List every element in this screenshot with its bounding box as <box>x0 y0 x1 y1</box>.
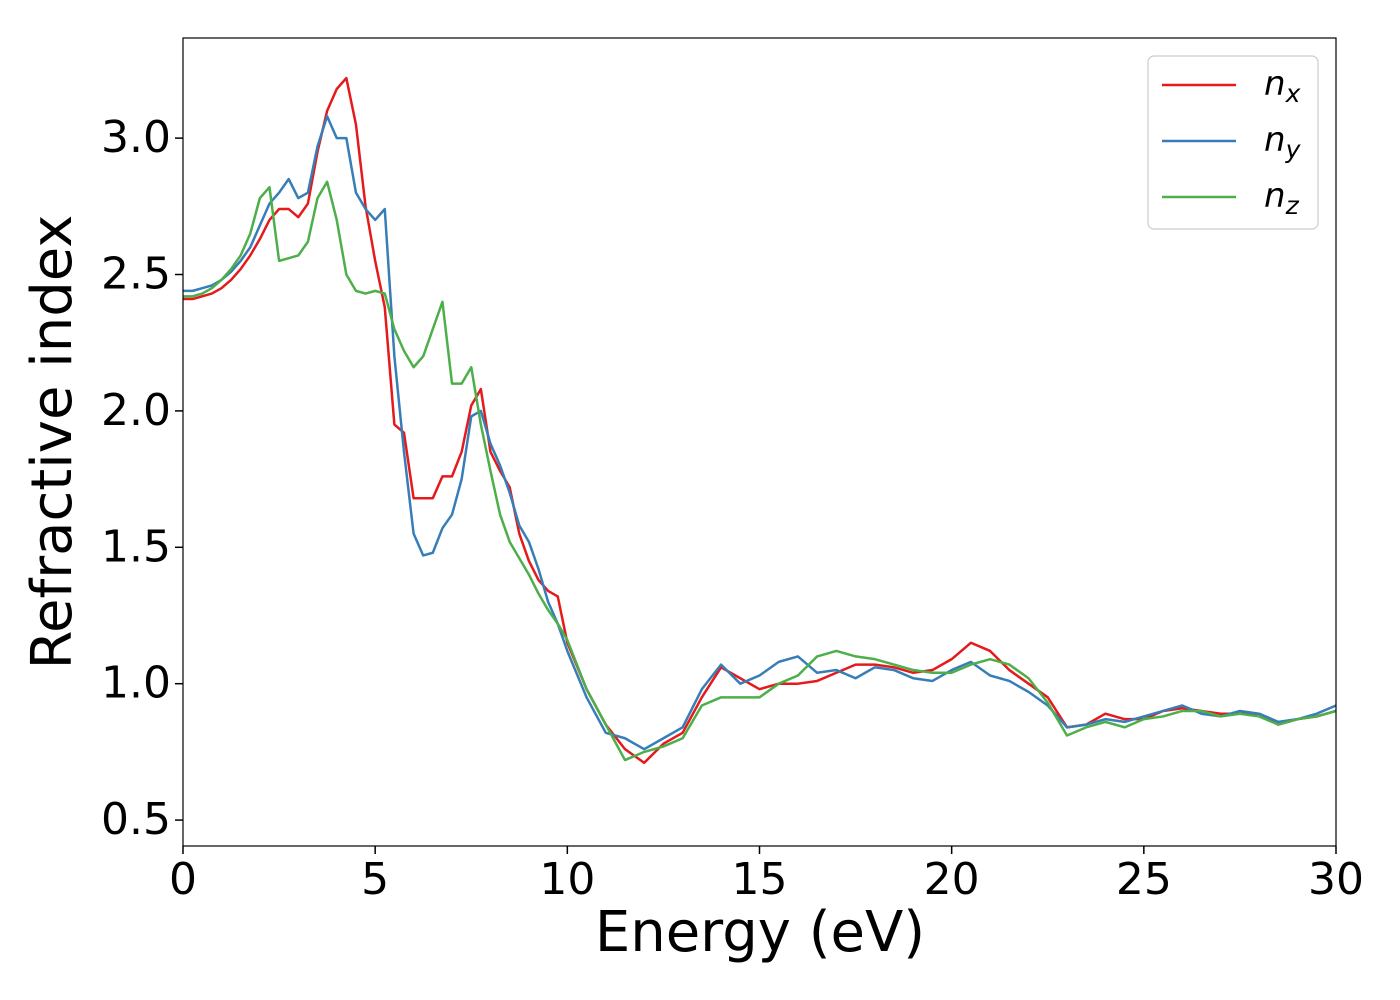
legend-label: nx <box>1264 64 1301 109</box>
data-line <box>183 115 1337 751</box>
plot-frame <box>182 37 1337 847</box>
x-tick-label: 15 <box>732 854 788 905</box>
y-tick-label: 0.5 <box>101 794 171 845</box>
y-tick-label: 3.0 <box>101 112 171 163</box>
y-axis-label: Refractive index <box>20 215 85 670</box>
x-tick-label: 0 <box>169 854 197 905</box>
x-tick-label: 5 <box>361 854 389 905</box>
x-tick-label: 25 <box>1116 854 1172 905</box>
data-line <box>183 180 1337 762</box>
x-tick-label: 20 <box>924 854 980 905</box>
y-tick-label: 1.5 <box>101 521 171 572</box>
x-axis-label: Energy (eV) <box>595 900 925 965</box>
x-tick-label: 10 <box>539 854 595 905</box>
legend-label: ny <box>1264 120 1302 165</box>
legend-box <box>1147 55 1319 230</box>
y-tick-label: 2.0 <box>101 385 171 436</box>
x-tick-label: 30 <box>1308 854 1364 905</box>
legend: nx ny nz <box>1147 55 1319 230</box>
y-tick-label: 1.0 <box>101 658 171 709</box>
legend-label: nz <box>1264 176 1300 221</box>
y-tick-label: 2.5 <box>101 249 171 300</box>
